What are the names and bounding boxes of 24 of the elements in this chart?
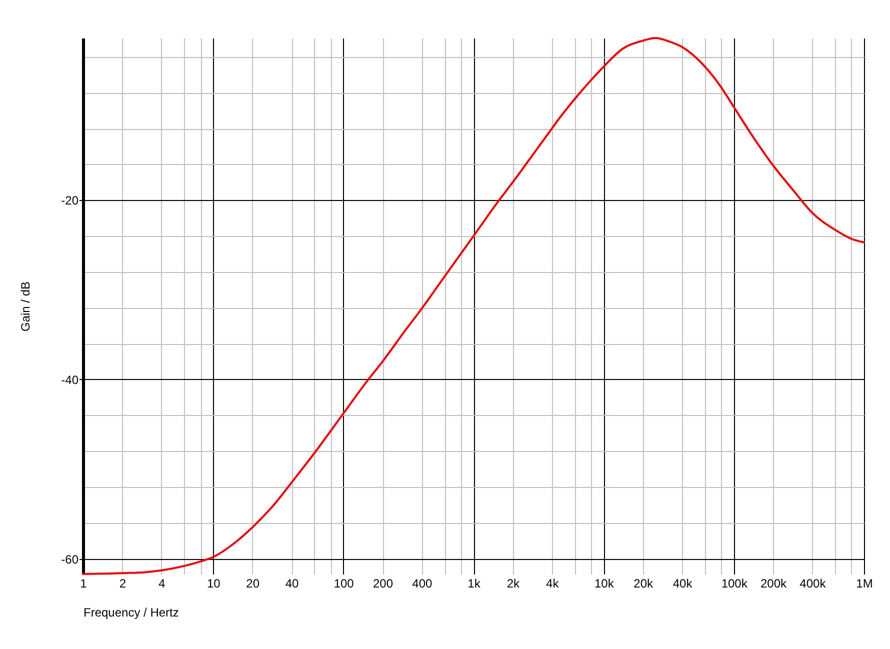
x-tick-label: 40k bbox=[672, 576, 694, 590]
x-tick-label: 40 bbox=[285, 576, 300, 590]
x-tick-label: 4k bbox=[546, 576, 560, 590]
y-axis-title: Gain / dB bbox=[18, 281, 32, 332]
x-tick-label: 2k bbox=[506, 576, 521, 590]
x-tick-label: 400k bbox=[800, 576, 827, 590]
y-tick-label: -60 bbox=[61, 552, 79, 566]
x-tick-label: 10k bbox=[594, 576, 615, 590]
x-tick-label: 10 bbox=[206, 576, 221, 590]
x-tick-label: 200 bbox=[373, 576, 394, 590]
x-tick-label: 2 bbox=[119, 576, 126, 590]
x-tick-label: 20 bbox=[246, 576, 260, 590]
x-tick-label: 20k bbox=[634, 576, 654, 590]
y-tick-label: -20 bbox=[61, 194, 79, 208]
x-tick-label: 400 bbox=[412, 576, 433, 590]
x-tick-label: 1 bbox=[80, 576, 88, 590]
y-tick-label: -40 bbox=[61, 373, 79, 387]
x-tick-label: 1k bbox=[468, 576, 482, 590]
x-tick-label: 100 bbox=[334, 576, 354, 590]
x-axis-title: Frequency / Hertz bbox=[84, 606, 179, 620]
x-tick-label: 1M bbox=[856, 576, 873, 590]
x-tick-label: 100k bbox=[721, 576, 748, 590]
x-tick-label: 200k bbox=[760, 576, 788, 590]
x-tick-label: 4 bbox=[158, 576, 166, 590]
